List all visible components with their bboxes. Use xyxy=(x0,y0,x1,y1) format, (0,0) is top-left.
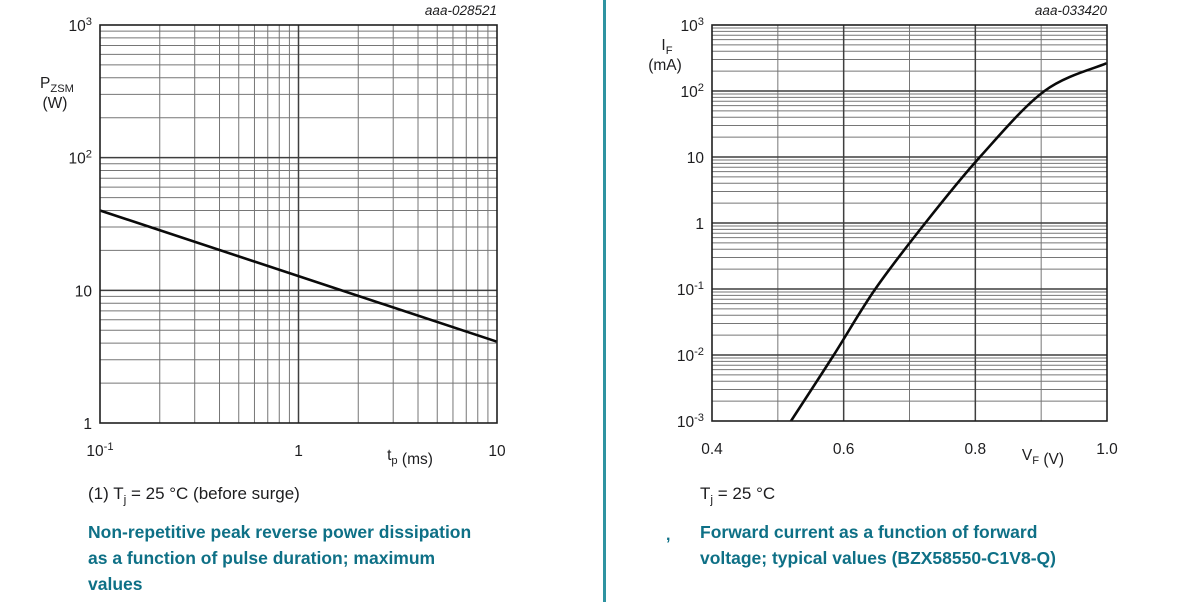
condition-text: T xyxy=(700,484,711,503)
x-tick-label: 10 xyxy=(488,443,506,460)
condition-text: = 25 °C xyxy=(713,484,776,503)
right-chart-condition: Tj = 25 °C xyxy=(700,484,776,507)
caption-line: as a function of pulse duration; maximum xyxy=(88,548,436,568)
right-chart-caption: Forward current as a function of forward… xyxy=(700,519,1056,571)
plot-border xyxy=(99,24,498,424)
x-tick-label: 1.0 xyxy=(1096,441,1118,458)
grid-major xyxy=(100,25,497,423)
plot-border xyxy=(711,24,1108,422)
caption-line: Non-repetitive peak reverse power dissip… xyxy=(88,522,472,542)
x-tick-label: 0.6 xyxy=(833,441,855,458)
y-tick-label: 103 xyxy=(69,16,92,35)
data-curve xyxy=(100,209,497,343)
condition-text: (1) T xyxy=(88,484,124,503)
y-axis-unit: (mA) xyxy=(648,57,682,74)
condition-subscript: j xyxy=(710,492,714,507)
left-chart-condition: (1) Tj = 25 °C (before surge) xyxy=(88,484,300,507)
data-curve xyxy=(789,62,1107,421)
x-tick-label: 0.4 xyxy=(701,441,723,458)
y-tick-label: 10-1 xyxy=(677,280,704,299)
condition-text: = 25 °C (before surge) xyxy=(126,484,300,503)
y-tick-label: 1 xyxy=(695,216,704,233)
x-tick-label: 1 xyxy=(294,443,303,460)
y-axis-unit: (W) xyxy=(43,95,68,112)
figure-marker: , xyxy=(666,527,671,544)
caption-line: Forward current as a function of forward xyxy=(700,522,1038,542)
condition-subscript: j xyxy=(123,492,127,507)
x-axis-label: VF (V) xyxy=(1022,447,1064,468)
y-tick-label: 1 xyxy=(83,416,92,433)
y-tick-label: 10-3 xyxy=(677,412,704,431)
y-tick-label: 102 xyxy=(69,149,92,168)
y-tick-label: 10 xyxy=(687,150,705,167)
y-tick-label: 10-2 xyxy=(677,346,704,365)
y-tick-label: 102 xyxy=(681,82,704,101)
y-axis-label: PZSM xyxy=(40,75,74,95)
caption-line: values xyxy=(88,574,143,594)
panel-divider xyxy=(603,0,606,602)
x-tick-label: 0.8 xyxy=(965,441,987,458)
plot-id: aaa-028521 xyxy=(425,3,497,18)
y-axis-label: IF xyxy=(661,37,672,57)
x-axis-label: tp (ms) xyxy=(387,447,433,468)
plot-id: aaa-033420 xyxy=(1035,3,1108,18)
y-tick-label: 10 xyxy=(75,283,93,300)
x-tick-label: 10-1 xyxy=(86,441,113,460)
y-tick-label: 103 xyxy=(681,16,704,35)
left-chart-caption: Non-repetitive peak reverse power dissip… xyxy=(88,519,471,597)
grid-major xyxy=(712,25,1107,421)
caption-line: voltage; typical values (BZX58550-C1V8-Q… xyxy=(700,548,1056,568)
